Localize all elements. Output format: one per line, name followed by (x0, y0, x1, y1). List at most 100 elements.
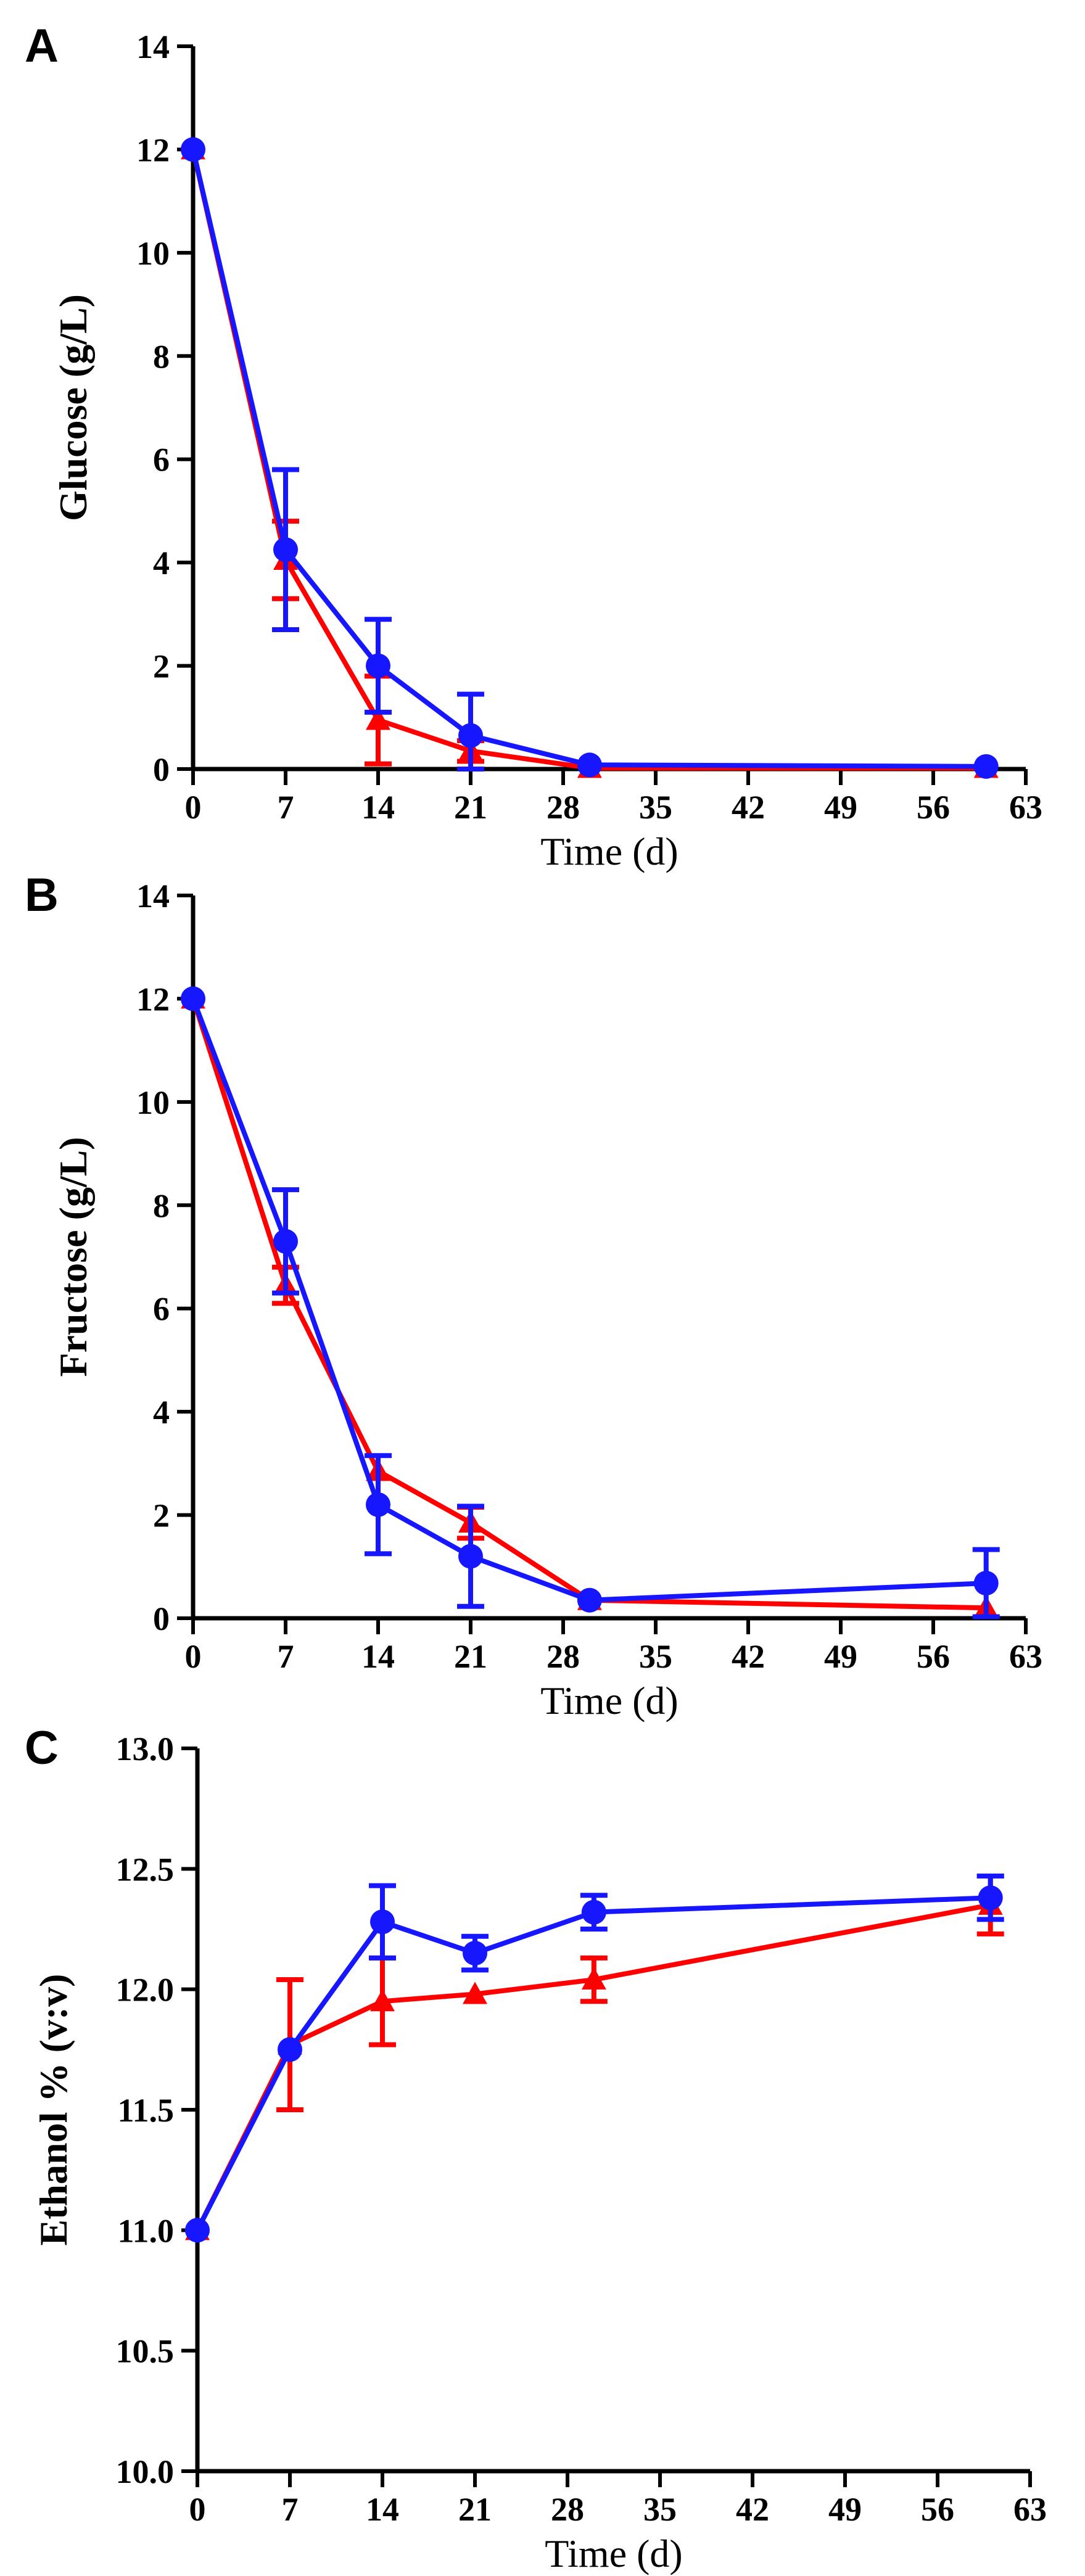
panel-c-y-tick-label: 12.0 (116, 1972, 175, 2009)
panel-c-x-tick-label: 0 (189, 2491, 206, 2528)
panel-b-series-blue-point (273, 1228, 298, 1254)
panel-b-series-blue-point (366, 1492, 390, 1517)
panel-b-series-blue-point (973, 1571, 999, 1596)
panel-c: C 0 7 14 21 28 35 42 49 56 63 10.0 10.5 11.0 11.5 12.0 1… (25, 1722, 1047, 2575)
panel-c-x-tick-label: 42 (736, 2491, 769, 2528)
panel-a-y-tick-label: 2 (153, 648, 170, 685)
panel-a-y-tick-label: 12 (136, 131, 170, 168)
panel-c-y-tick-label: 11.0 (117, 2212, 174, 2249)
panel-a-y-tick-label: 8 (153, 338, 170, 375)
panel-a-letter: A (25, 20, 59, 72)
panel-b-x-tick-label: 21 (454, 1638, 487, 1675)
panel-a: A 0 7 14 21 28 35 42 49 56 63 0 2 4 6 8 10 12 14 Time (d) Gl… (25, 20, 1042, 873)
panel-a-series-blue-point (181, 137, 205, 162)
panel-c-x-tick-label: 35 (643, 2491, 677, 2528)
panel-a-x-axis-title: Time (d) (540, 829, 678, 873)
panel-b-y-tick-label: 2 (153, 1497, 170, 1534)
panel-c-y-tick-label: 10.5 (116, 2333, 175, 2370)
panel-c-series-blue-point (463, 1941, 487, 1966)
panel-c-x-tick-label: 56 (921, 2491, 954, 2528)
panel-c-letter: C (25, 1722, 59, 1774)
panel-b-x-tick-label: 14 (361, 1638, 395, 1675)
panel-a-x-tick-label: 56 (917, 789, 950, 826)
panel-a-y-tick-label: 14 (136, 28, 170, 65)
panel-a-series-blue-point (973, 754, 999, 779)
panel-b-y-tick-label: 4 (153, 1394, 170, 1431)
panel-c-y-tick-label: 10.0 (116, 2453, 175, 2490)
panel-b-x-tick-label: 28 (547, 1638, 580, 1675)
panel-c-y-axis-title: Ethanol % (v:v) (31, 1974, 75, 2246)
panel-c-series-blue-point (278, 2037, 302, 2062)
panel-b-y-tick-label: 0 (153, 1600, 170, 1637)
panel-b-letter: B (25, 869, 59, 921)
panel-a-x-tick-label: 14 (361, 789, 395, 826)
panel-a-x-tick-label: 21 (454, 789, 487, 826)
panel-a-y-tick-label: 6 (153, 442, 170, 479)
panel-c-x-tick-label: 49 (828, 2491, 862, 2528)
panel-a-x-tick-label: 7 (278, 789, 294, 826)
panel-b-x-tick-label: 56 (917, 1638, 950, 1675)
panel-b-y-tick-label: 14 (136, 878, 170, 915)
panel-a-x-tick-label: 42 (732, 789, 765, 826)
panel-c-series-blue-point (370, 1909, 395, 1935)
panel-a-series-red-line (191, 149, 986, 771)
panel-a-series-red (181, 137, 999, 778)
panel-b-series-red (181, 986, 999, 1618)
panel-a-y-tick-label: 0 (153, 751, 170, 788)
panel-c-x-tick-label: 63 (1013, 2491, 1047, 2528)
panel-a-series-blue-point (273, 537, 298, 562)
panel-b-x-axis-title: Time (d) (540, 1679, 678, 1722)
panel-b-y-tick-label: 6 (153, 1291, 170, 1328)
panel-c-series-blue-point (978, 1885, 1003, 1911)
panel-b-x-tick-label: 0 (185, 1638, 202, 1675)
panel-b-series-blue-point (181, 986, 205, 1011)
panel-a-x-tick-label: 35 (639, 789, 672, 826)
panel-c-series-blue-line (195, 1895, 991, 2232)
panel-b-y-axis-title: Fructose (g/L) (51, 1137, 95, 1376)
panel-b-series-blue (181, 986, 1000, 1619)
panel-a-series-blue-point (366, 653, 390, 678)
panel-a-x-tick-label: 63 (1009, 789, 1042, 826)
panel-c-series-red-point (581, 1967, 606, 1990)
panel-b-series-red-line (191, 998, 986, 1611)
panel-c-x-axis-title: Time (d) (545, 2532, 682, 2575)
panel-a-series-blue (181, 137, 999, 779)
panel-b-y-tick-label: 8 (153, 1187, 170, 1224)
panel-c-series-blue-point (185, 2218, 210, 2243)
panel-b-series-blue-point (458, 1544, 483, 1569)
panel-a-series-blue-point (458, 723, 483, 748)
panel-c-series-blue-point (581, 1899, 606, 1925)
panel-b-series-blue-point (577, 1587, 602, 1613)
panel-b-series-blue-line (191, 998, 986, 1603)
panel-c-y-tick-label: 11.5 (117, 2092, 174, 2129)
panel-a-x-tick-label: 0 (185, 789, 202, 826)
panel-c-series-red-point (463, 1981, 487, 2004)
panel-b-x-tick-label: 49 (824, 1638, 857, 1675)
panel-c-x-tick-label: 7 (282, 2491, 299, 2528)
panel-a-series-blue-line (191, 149, 986, 769)
panel-b-x-tick-label: 7 (278, 1638, 294, 1675)
panel-c-y-tick-label: 13.0 (116, 1730, 175, 1767)
panel-a-x-tick-label: 49 (824, 789, 857, 826)
panel-c-y-tick-label: 12.5 (116, 1851, 175, 1888)
panel-b-x-tick-label: 63 (1009, 1638, 1042, 1675)
panel-b-x-tick-label: 35 (639, 1638, 672, 1675)
panel-a-series-blue-point (577, 752, 602, 778)
panel-a-x-tick-label: 28 (547, 789, 580, 826)
panel-c-series-blue (185, 1874, 1004, 2243)
panel-a-series-red-point (366, 707, 390, 730)
panel-a-y-axis-title: Glucose (g/L) (51, 294, 95, 521)
panel-a-y-tick-label: 4 (153, 545, 170, 582)
panel-b-x-tick-label: 42 (732, 1638, 765, 1675)
panel-a-y-tick-label: 10 (136, 235, 170, 272)
panel-c-x-tick-label: 28 (551, 2491, 584, 2528)
panel-b: B 0 7 14 21 28 35 42 49 56 63 0 2 4 6 8 10 12 14 Time (d) Fr… (25, 869, 1042, 1722)
panel-c-series-red-point (370, 1989, 395, 2012)
panel-c-series-red-line (195, 1903, 991, 2232)
panel-b-y-tick-label: 12 (136, 981, 170, 1018)
panel-c-x-tick-label: 21 (458, 2491, 492, 2528)
panel-b-y-tick-label: 10 (136, 1084, 170, 1121)
panel-c-x-tick-label: 14 (366, 2491, 399, 2528)
